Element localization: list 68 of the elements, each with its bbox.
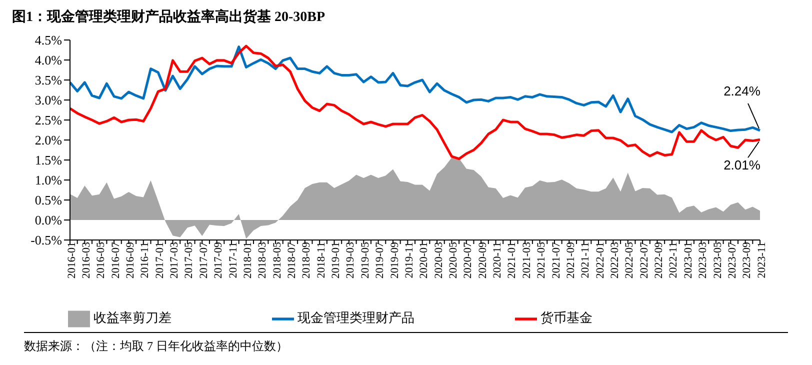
y-tick-label: 1.0% [34,172,62,188]
x-tick-label: 2018-09 [300,242,313,279]
y-tick-label: 4.5% [34,32,62,48]
x-tick-label: 2017-05 [183,242,196,279]
x-tick-label: 2022-11 [668,242,680,278]
y-tick-label: 0.0% [34,212,62,228]
x-tick-label: 2021-05 [536,242,548,279]
y-tick-label: 2.0% [34,132,62,148]
x-tick-label: 2022-07 [638,242,650,279]
y-tick-label: 2.5% [34,112,62,128]
x-tick-label: 2018-05 [271,242,284,279]
x-tick-label: 2020-07 [462,242,474,279]
x-tick-label: 2019-05 [359,242,372,279]
annotation: 2.01% [724,158,761,173]
x-tick-label: 2021-07 [550,242,562,279]
y-tick-label: 1.5% [34,152,62,168]
chart-title: 图1：现金管理类理财产品收益率高出货基 20-30BP [12,8,326,26]
x-tick-label: 2023-01 [682,242,694,279]
y-tick-label: 0.5% [34,192,62,208]
y-tick-label: 3.0% [34,92,62,108]
x-tick-label: 2019-09 [388,242,401,279]
y-tick-label: -0.5% [30,232,62,248]
x-tick-label: 2021-11 [580,242,592,278]
x-tick-label: 2016-07 [110,242,122,279]
x-tick-label: 2021-03 [520,242,533,279]
x-tick-label: 2020-01 [418,242,430,279]
x-tick-label: 2023-07 [726,242,738,279]
source-note: 数据来源：（注：均取 7 日年化收益率的中位数） [24,338,288,355]
x-tick-label: 2016-09 [124,242,137,279]
x-tick-label: 2017-09 [212,242,225,279]
x-tick-label: 2021-09 [564,242,577,279]
x-tick-label: 2018-07 [286,242,298,279]
x-tick-label: 2019-03 [344,242,357,279]
x-tick-label: 2017-03 [168,242,181,279]
x-tick-label: 2022-01 [594,242,606,279]
x-tick-label: 2023-03 [697,242,710,279]
x-tick-label: 2017-07 [198,242,210,279]
x-tick-label: 2017-11 [227,242,240,278]
x-tick-label: 2018-01 [242,242,254,279]
legend-label: 现金管理类理财产品 [298,310,414,325]
x-tick-label: 2022-05 [624,242,636,279]
x-tick-label: 2016-03 [80,242,92,279]
x-tick-label: 2022-03 [609,242,621,279]
x-tick-label: 2023-11 [756,242,768,278]
x-tick-label: 2016-05 [95,242,108,279]
x-tick-label: 2020-11 [492,242,504,278]
y-tick-label: 3.5% [34,72,62,88]
x-tick-label: 2023-05 [712,242,724,279]
x-tick-label: 2016-01 [66,242,78,279]
x-tick-label: 2020-09 [476,242,489,279]
x-tick-label: 2019-07 [374,242,386,279]
x-tick-label: 2019-11 [403,242,416,278]
x-tick-label: 2018-03 [256,242,269,279]
y-tick-label: 4.0% [34,52,62,68]
x-tick-label: 2019-01 [330,242,342,279]
x-tick-label: 2022-09 [653,242,666,279]
line-series [68,44,762,160]
x-tick-label: 2020-05 [448,242,460,279]
annotation: 2.24% [724,83,761,98]
x-tick-label: 2018-11 [315,242,328,278]
x-tick-label: 2021-01 [506,242,518,279]
x-tick-label: 2023-09 [741,242,754,279]
x-tick-label: 2020-03 [432,242,445,279]
line-series [68,46,762,134]
x-tick-label: 2017-01 [154,242,166,279]
legend-label: 货币基金 [540,310,592,325]
x-tick-label: 2016-11 [139,242,152,278]
legend-label: 收益率剪刀差 [94,310,172,325]
